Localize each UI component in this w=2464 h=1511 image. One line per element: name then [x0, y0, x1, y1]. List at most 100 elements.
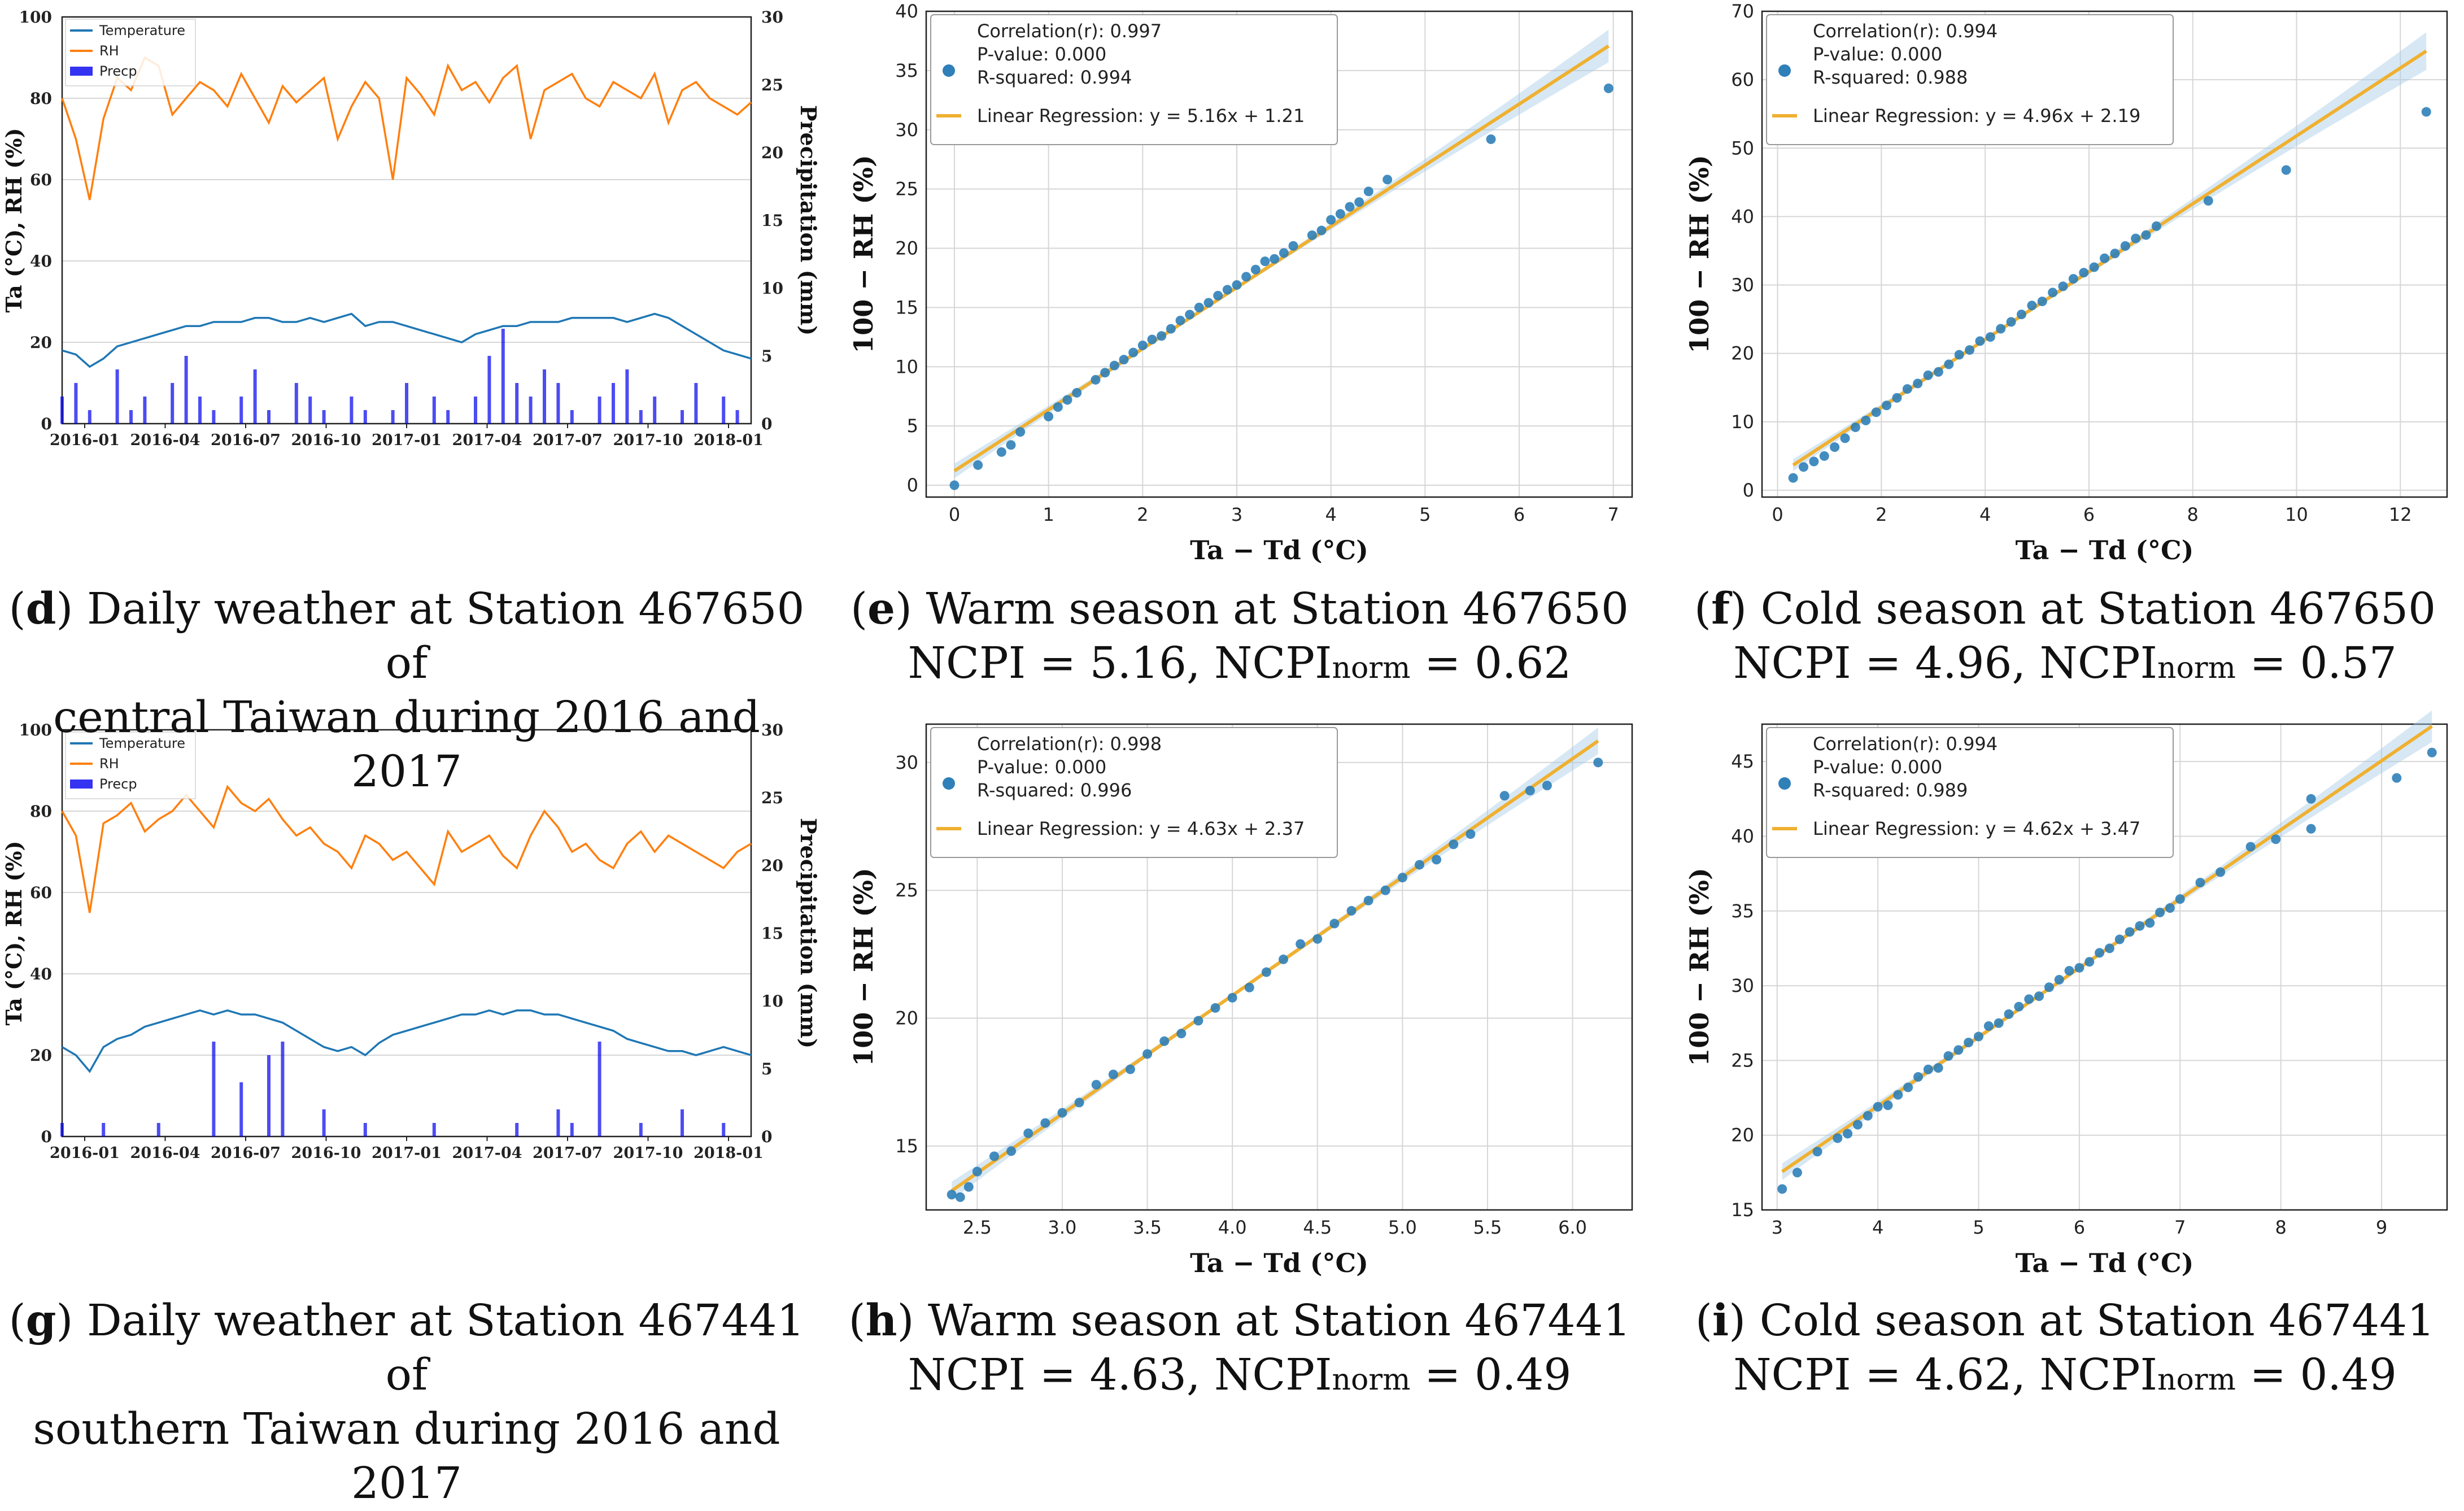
caption-e-ncpi-b: = 0.62	[1410, 638, 1572, 689]
precip-bar	[115, 369, 119, 424]
x-tick-label: 5.0	[1388, 1217, 1417, 1238]
scatter-point	[2131, 233, 2141, 243]
scatter-point	[2306, 824, 2316, 834]
scatter-point	[2165, 903, 2175, 913]
scatter-point	[1091, 1079, 1101, 1090]
scatter-point	[1307, 230, 1317, 240]
x-tick-label: 0	[949, 504, 960, 525]
scatter-point	[1006, 440, 1016, 450]
precip-bar	[722, 1123, 726, 1136]
scatter-point	[2048, 288, 2058, 298]
scatter-point	[2245, 842, 2256, 852]
caption-d-line1: (d) Daily weather at Station 467650 of	[8, 584, 805, 689]
y-tick-label: 40	[30, 252, 52, 271]
scatter-point	[1157, 331, 1167, 341]
precip-bar	[253, 369, 257, 424]
scatter-point	[2145, 918, 2155, 928]
scatter-point	[1525, 786, 1535, 796]
y-tick-label: 70	[1731, 1, 1754, 22]
scatter-point	[1923, 1064, 1933, 1074]
legend-rh-label: RH	[99, 43, 119, 59]
temperature-line	[62, 312, 752, 368]
scatter-point	[1125, 1064, 1135, 1074]
precip-bar	[294, 383, 298, 424]
x-tick-label: 2017-01	[372, 1144, 442, 1162]
x-tick-label: 10	[2285, 504, 2308, 525]
scatter-point	[1222, 285, 1232, 295]
confidence-band	[1782, 710, 2432, 1181]
scatter-point	[2125, 927, 2135, 937]
caption-h-ncpi-sub: norm	[1332, 1363, 1411, 1397]
y-tick-label: 15	[895, 1135, 918, 1157]
scatter-chart-f: 0 2 4 6 8 10 12 0 10 20 30 40 50 60 70 Correlation(r): …	[1684, 1, 2448, 565]
precip-bar	[487, 356, 491, 424]
x-tick-label: 8	[2187, 504, 2199, 525]
legend-point-marker	[943, 64, 955, 77]
scatter-point	[1194, 302, 1204, 312]
caption-e-ncpi-sub: norm	[1332, 651, 1411, 685]
scatter-point	[1893, 1090, 1903, 1100]
scatter-point	[1603, 83, 1613, 93]
x-tick-label: 9	[2376, 1217, 2387, 1238]
x-tick-label: 5.5	[1473, 1217, 1502, 1238]
y-tick-label: 30	[895, 752, 918, 773]
y-tick-label: 20	[895, 238, 918, 259]
y-tick-label: 40	[895, 1, 918, 22]
caption-f-ncpi-sub: norm	[2157, 651, 2236, 685]
stat-regression: Linear Regression: y = 4.63x + 2.37	[977, 818, 1305, 839]
y-axis-label: 100 − RH (%)	[1684, 868, 1715, 1066]
caption-g: (g) Daily weather at Station 467441 of s…	[0, 1294, 813, 1511]
x-tick-label: 2016-01	[50, 1144, 120, 1162]
x-tick-label: 2016-04	[130, 1144, 200, 1162]
scatter-point	[2064, 966, 2074, 976]
plot-frame	[1761, 723, 2448, 1211]
caption-g-line1: (g) Daily weather at Station 467441 of	[8, 1295, 805, 1400]
scatter-point	[1383, 175, 1393, 185]
scatter-point	[1777, 1184, 1787, 1194]
plot-frame	[925, 10, 1633, 498]
scatter-point	[1943, 1051, 1953, 1061]
caption-e-letter: e	[867, 584, 896, 634]
y-tick-label: 20	[1731, 343, 1754, 364]
scatter-point	[2135, 921, 2145, 931]
stat-correlation: Correlation(r): 0.994	[1813, 20, 1998, 42]
y-tick-label: 20	[30, 333, 52, 352]
scatter-point	[1166, 324, 1176, 334]
scatter-point	[1147, 334, 1157, 345]
scatter-point	[1260, 256, 1270, 267]
legend-precip-label: Precp	[99, 63, 137, 79]
scatter-point	[1137, 341, 1148, 351]
scatter-point	[2427, 747, 2437, 757]
scatter-point	[1119, 355, 1129, 365]
x-tick-label: 4	[1872, 1217, 1883, 1238]
y-tick-label: 40	[1731, 206, 1754, 227]
timeseries-chart-d: 0 20 40 60 80 100 0 5 10 15 20 25 30 2016-01 2016-04 20…	[1, 8, 821, 449]
scatter-point	[1833, 1133, 1843, 1143]
caption-i-ncpi-a: NCPI = 4.62, NCPI	[1733, 1350, 2157, 1400]
scatter-point	[955, 1192, 965, 1202]
x-tick-label: 2017-07	[533, 1144, 603, 1162]
caption-f-ncpi-b: = 0.57	[2235, 638, 2397, 689]
y-tick-label: 15	[895, 297, 918, 318]
scatter-point	[996, 447, 1006, 457]
scatter-point	[1044, 411, 1054, 421]
scatter-point	[1486, 134, 1496, 145]
caption-i-ncpi: NCPI = 4.62, NCPInorm = 0.49	[1666, 1348, 2464, 1407]
x-tick-label: 7	[1607, 504, 1619, 525]
stat-pvalue: P-value: 0.000	[1813, 756, 1942, 778]
caption-i-text1: Cold season at Station 467441	[1759, 1296, 2435, 1346]
precip-bar	[239, 397, 243, 424]
scatter-point	[972, 1166, 982, 1177]
precip-bar	[308, 397, 312, 424]
x-tick-label: 4.5	[1303, 1217, 1332, 1238]
scatter-point	[2084, 957, 2095, 967]
caption-h-letter: h	[865, 1295, 897, 1346]
precip-bar	[281, 1042, 285, 1136]
scatter-point	[2306, 794, 2316, 804]
scatter-point	[2027, 301, 2037, 311]
caption-e-line1: (e) Warm season at Station 467650	[850, 584, 1629, 634]
precip-bar	[363, 410, 367, 424]
scatter-point	[1933, 367, 1943, 377]
scatter-point	[1974, 1031, 1984, 1042]
